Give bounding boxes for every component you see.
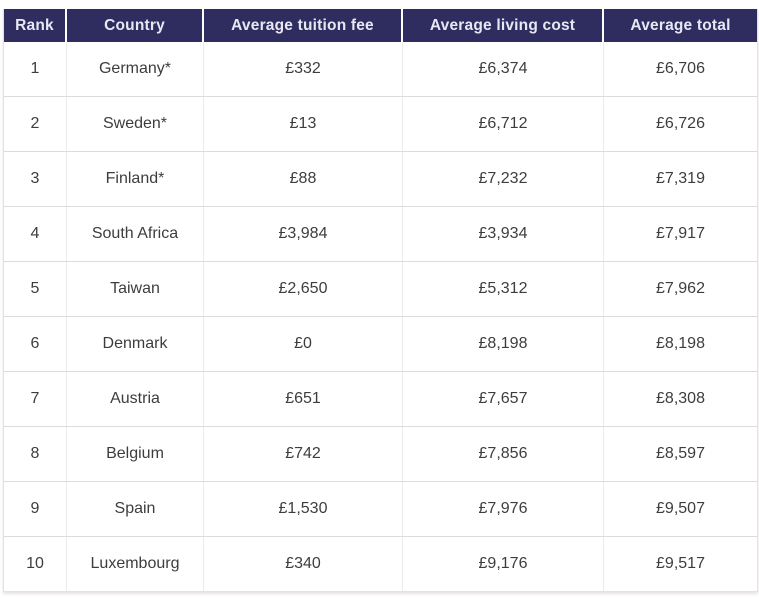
cell-living: £7,856 — [403, 427, 604, 481]
cell-total: £8,308 — [604, 372, 757, 426]
cell-total: £8,597 — [604, 427, 757, 481]
cell-living: £7,976 — [403, 482, 604, 536]
cell-rank: 6 — [4, 317, 67, 371]
cell-rank: 3 — [4, 152, 67, 206]
cell-tuition: £651 — [204, 372, 403, 426]
cell-total: £7,319 — [604, 152, 757, 206]
cell-total: £7,917 — [604, 207, 757, 261]
column-header-living: Average living cost — [403, 9, 604, 42]
cell-living: £6,712 — [403, 97, 604, 151]
cell-tuition: £0 — [204, 317, 403, 371]
cell-country: Taiwan — [67, 262, 204, 316]
cell-rank: 10 — [4, 537, 67, 591]
cell-living: £5,312 — [403, 262, 604, 316]
cell-rank: 7 — [4, 372, 67, 426]
cell-living: £3,934 — [403, 207, 604, 261]
cell-rank: 4 — [4, 207, 67, 261]
table-row: 3 Finland* £88 £7,232 £7,319 — [4, 152, 757, 207]
cell-rank: 5 — [4, 262, 67, 316]
cell-tuition: £13 — [204, 97, 403, 151]
cell-country: Sweden* — [67, 97, 204, 151]
cell-country: Spain — [67, 482, 204, 536]
table-row: 10 Luxembourg £340 £9,176 £9,517 — [4, 537, 757, 591]
cell-tuition: £2,650 — [204, 262, 403, 316]
table-row: 8 Belgium £742 £7,856 £8,597 — [4, 427, 757, 482]
rankings-table: Rank Country Average tuition fee Average… — [3, 9, 758, 592]
cell-tuition: £340 — [204, 537, 403, 591]
cell-living: £7,657 — [403, 372, 604, 426]
cell-tuition: £3,984 — [204, 207, 403, 261]
cell-country: Austria — [67, 372, 204, 426]
table-row: 7 Austria £651 £7,657 £8,308 — [4, 372, 757, 427]
table-row: 2 Sweden* £13 £6,712 £6,726 — [4, 97, 757, 152]
cell-country: Luxembourg — [67, 537, 204, 591]
cell-living: £6,374 — [403, 42, 604, 96]
cell-country: Belgium — [67, 427, 204, 481]
cell-rank: 9 — [4, 482, 67, 536]
cell-rank: 1 — [4, 42, 67, 96]
cell-total: £9,517 — [604, 537, 757, 591]
cell-country: South Africa — [67, 207, 204, 261]
column-header-total: Average total — [604, 9, 757, 42]
column-header-tuition: Average tuition fee — [204, 9, 403, 42]
table-header-row: Rank Country Average tuition fee Average… — [4, 9, 757, 42]
column-header-country: Country — [67, 9, 204, 42]
cell-total: £7,962 — [604, 262, 757, 316]
cell-tuition: £742 — [204, 427, 403, 481]
cell-country: Denmark — [67, 317, 204, 371]
table-row: 4 South Africa £3,984 £3,934 £7,917 — [4, 207, 757, 262]
cell-rank: 8 — [4, 427, 67, 481]
table-row: 9 Spain £1,530 £7,976 £9,507 — [4, 482, 757, 537]
cell-living: £7,232 — [403, 152, 604, 206]
cell-total: £6,726 — [604, 97, 757, 151]
cell-rank: 2 — [4, 97, 67, 151]
cell-country: Finland* — [67, 152, 204, 206]
cell-living: £8,198 — [403, 317, 604, 371]
cell-living: £9,176 — [403, 537, 604, 591]
table-row: 1 Germany* £332 £6,374 £6,706 — [4, 42, 757, 97]
cell-tuition: £332 — [204, 42, 403, 96]
cell-total: £6,706 — [604, 42, 757, 96]
cell-tuition: £1,530 — [204, 482, 403, 536]
cell-country: Germany* — [67, 42, 204, 96]
cell-total: £9,507 — [604, 482, 757, 536]
column-header-rank: Rank — [4, 9, 67, 42]
cell-total: £8,198 — [604, 317, 757, 371]
table-row: 6 Denmark £0 £8,198 £8,198 — [4, 317, 757, 372]
table-row: 5 Taiwan £2,650 £5,312 £7,962 — [4, 262, 757, 317]
cell-tuition: £88 — [204, 152, 403, 206]
